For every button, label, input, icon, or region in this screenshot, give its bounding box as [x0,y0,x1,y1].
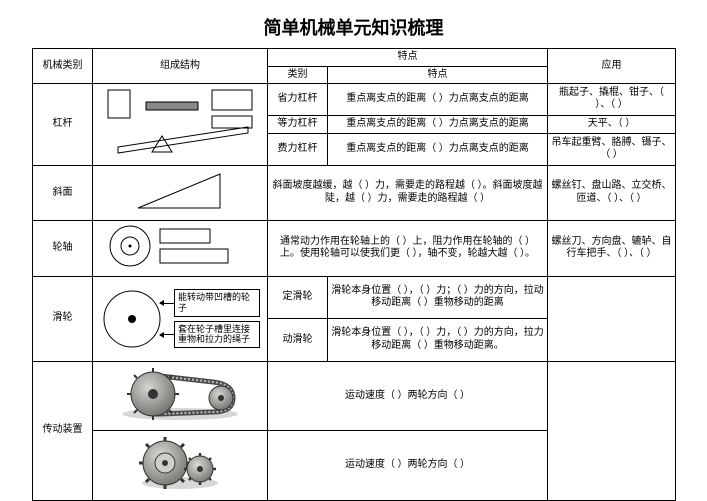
lever-feature-save: 重点离支点的距离（ ）力点离支点的距离 [328,84,548,116]
chain-gear-icon [105,364,255,424]
incline-diagram [93,165,268,221]
trans-app [548,361,676,500]
lever-diagram-icon [100,86,260,158]
pulley-type-fixed: 定滑轮 [268,276,328,319]
trans-chain-diagram [93,361,268,431]
incline-diagram-icon [120,168,240,214]
hdr-feature-type: 类别 [268,66,328,84]
row-lever: 杠杆 省力杠杆 重点离支点的距离（ ）力点离支点的距离 瓶起子、撬棍、钳子、（ … [33,84,676,116]
hdr-category: 机械类别 [33,49,93,84]
pulley-diagram-icon [100,279,170,359]
hdr-structure: 组成结构 [93,49,268,84]
hdr-application: 应用 [548,49,676,84]
incline-app: 螺丝钉、盘山路、立交桥、匝道、（ ）、（ ） [548,165,676,221]
lever-app-cost: 吊车起重臂、胳膊、镊子、（ ） [548,133,676,165]
pulley-feature-fixed: 滑轮本身位置（ ），（ ）力；（ ）力的方向，拉动移动距离（ ）重物移动的距离 [328,276,548,319]
pulley-app [548,276,676,361]
lever-type-equal: 等力杠杆 [268,115,328,133]
trans-chain-feature: 运动速度（ ）两轮方向（ ） [268,361,548,431]
lever-feature-equal: 重点离支点的距离（ ）力点离支点的距离 [328,115,548,133]
lever-diagram [93,84,268,166]
hdr-features: 特点 [268,49,548,67]
lever-type-save: 省力杠杆 [268,84,328,116]
lever-app-save: 瓶起子、撬棍、钳子、（ ）、（ ） [548,84,676,116]
pulley-label-a: 能转动带凹槽的轮子 [174,289,260,317]
pulley-type-move: 动滑轮 [268,319,328,362]
row-incline: 斜面 斜面坡度越缓，越（ ）力，需要走的路程越（ ）。斜面坡度越陡，越（ ）力，… [33,165,676,221]
pulley-label-a-text: 能转动带凹槽的轮子 [178,292,250,313]
table-header-row: 机械类别 组成结构 特点 应用 [33,49,676,67]
row-axle: 轮轴 通常动力作用在轮轴上的（ ）上，阻力作用在轮轴的（ ）上。使用轮轴可以使我… [33,221,676,277]
lever-name: 杠杆 [33,84,93,166]
pulley-feature-move: 滑轮本身位置（ ），（ ）力，（ ）力的方向，拉力移动距离（ ）重物移动距离。 [328,319,548,362]
axle-app: 螺丝刀、方向盘、辘轳、自行车把手、（ ）、（ ） [548,221,676,277]
lever-feature-cost: 重点离支点的距离（ ）力点离支点的距离 [328,133,548,165]
knowledge-table: 机械类别 组成结构 特点 应用 类别 特点 杠杆 [32,48,676,501]
mesh-gear-icon [130,433,230,493]
axle-name: 轮轴 [33,221,93,277]
trans-gear-feature: 运动速度（ ）两轮方向（ ） [268,431,548,501]
page-title: 简单机械单元知识梳理 [32,14,675,40]
axle-feature: 通常动力作用在轮轴上的（ ）上，阻力作用在轮轴的（ ）上。使用轮轴可以使我们更（… [268,221,548,277]
lever-type-cost: 费力杠杆 [268,133,328,165]
pulley-label-b-text: 套在轮子槽里连接重物和拉力的绳子 [178,324,250,345]
pulley-name: 滑轮 [33,276,93,361]
incline-name: 斜面 [33,165,93,221]
row-pulley: 滑轮 能转动带凹槽的轮子 [33,276,676,319]
incline-feature: 斜面坡度越缓，越（ ）力，需要走的路程越（ ）。斜面坡度越陡，越（ ）力，需要走… [268,165,548,221]
lever-app-equal: 天平、（ ） [548,115,676,133]
trans-gear-diagram [93,431,268,501]
axle-diagram [93,221,268,277]
pulley-diagram: 能转动带凹槽的轮子 套在轮子槽里连接重物和拉力的绳子 [93,276,268,361]
trans-name: 传动装置 [33,361,93,500]
hdr-feature-point: 特点 [328,66,548,84]
row-transmission: 传动装置 [33,361,676,431]
axle-diagram-icon [100,223,260,269]
pulley-label-b: 套在轮子槽里连接重物和拉力的绳子 [174,321,260,349]
